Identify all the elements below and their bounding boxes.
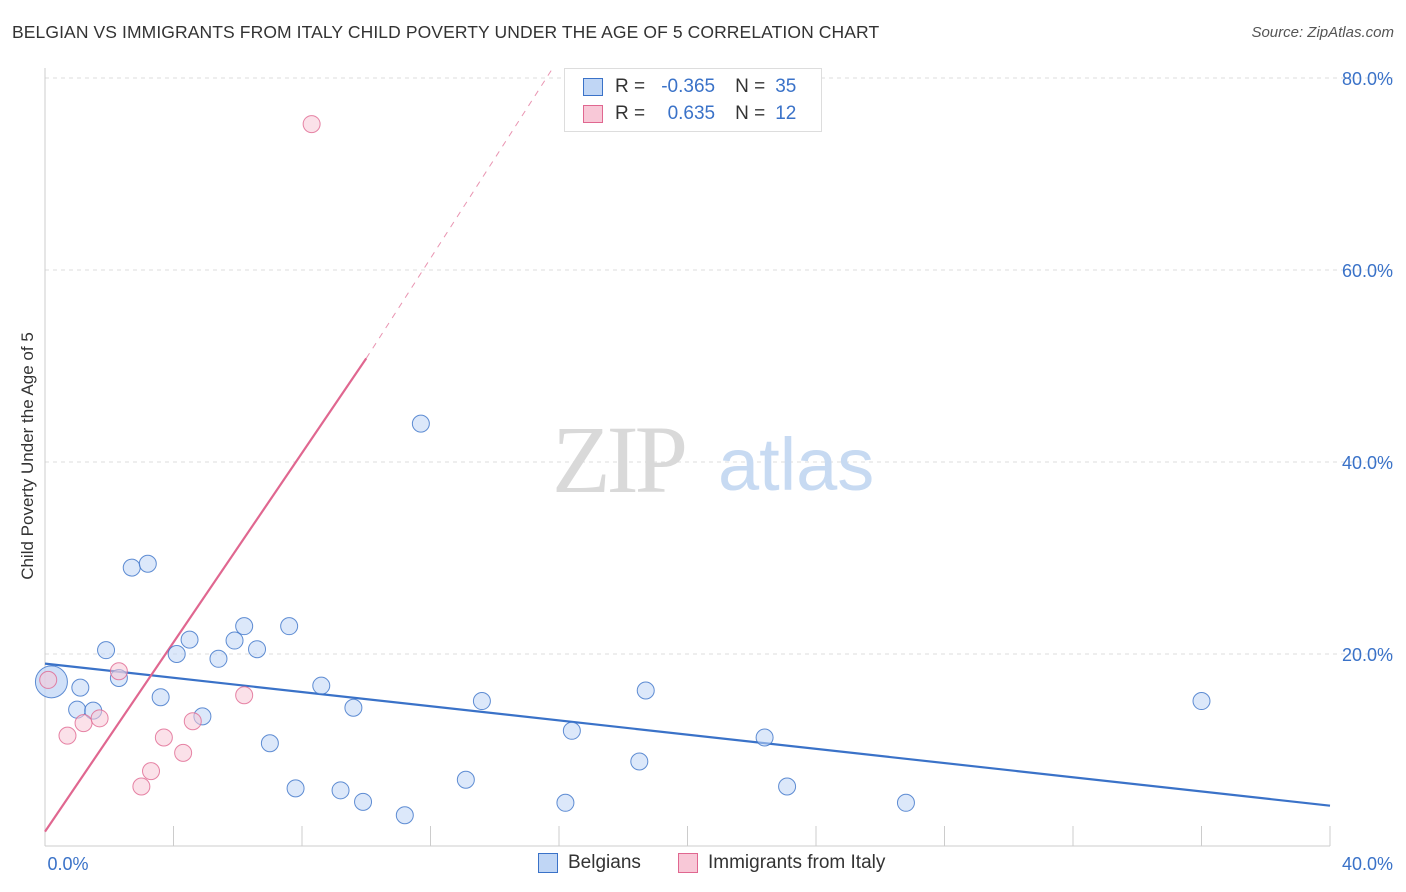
legend-row-belgians: R = -0.365 N = 35: [583, 76, 796, 98]
italy-point: [132, 777, 151, 796]
legend-row-italy: R = 0.635 N = 12: [583, 103, 796, 125]
belgian-point: [225, 631, 244, 650]
trend-line-italy-extension: [365, 68, 553, 359]
belgian-point: [280, 617, 299, 636]
belgian-point: [354, 792, 373, 811]
watermark-zip: ZIP: [552, 406, 685, 513]
data-points: [34, 115, 1211, 825]
italy-point: [90, 709, 109, 728]
bottom-legend-label-italy: Immigrants from Italy: [708, 852, 886, 873]
belgian-point: [97, 641, 116, 660]
y-tick-label: 40.0%: [1342, 453, 1393, 473]
italy-point: [58, 726, 77, 745]
belgian-point: [778, 777, 797, 796]
y-tick-label: 80.0%: [1342, 69, 1393, 89]
belgian-point: [896, 793, 915, 812]
belgian-point: [122, 558, 141, 577]
belgian-point: [286, 779, 305, 798]
belgian-point: [344, 698, 363, 717]
axes: [44, 68, 1331, 847]
belgian-point: [1192, 692, 1211, 711]
belgian-point: [331, 781, 350, 800]
belgian-point: [472, 692, 491, 711]
belgian-point: [562, 721, 581, 740]
watermark-atlas: atlas: [718, 423, 874, 506]
belgian-point: [248, 640, 267, 659]
grid-lines: [45, 77, 1395, 655]
belgian-point: [151, 688, 170, 707]
belgian-point: [71, 678, 90, 697]
belgian-point: [556, 793, 575, 812]
legend-n-value: 35: [775, 76, 797, 97]
italy-point: [183, 712, 202, 731]
belgian-point: [456, 770, 475, 789]
correlation-legend: R = -0.365 N = 35 R = 0.635 N = 12: [564, 68, 822, 132]
trend-lines: [44, 68, 1331, 833]
y-tick-label: 60.0%: [1342, 261, 1393, 281]
belgian-point: [138, 554, 157, 573]
belgian-point: [395, 806, 414, 825]
belgian-point: [411, 414, 430, 433]
bottom-legend-italy[interactable]: Immigrants from Italy: [678, 852, 885, 874]
source-label: Source: ZipAtlas.com: [1251, 24, 1394, 41]
tick-labels: 20.0% 40.0% 60.0% 80.0% 0.0% 40.0%: [47, 69, 1393, 874]
trend-line-belgians: [44, 662, 1331, 807]
belgian-point: [755, 728, 774, 747]
belgian-point: [312, 676, 331, 695]
legend-n-value: 12: [775, 103, 797, 124]
belgian-point: [630, 752, 649, 771]
legend-n-label: N =: [735, 76, 766, 97]
belgian-point: [209, 649, 228, 668]
italy-point: [142, 762, 161, 781]
bottom-legend-belgians[interactable]: Belgians: [538, 852, 641, 874]
legend-r-label: R =: [615, 103, 646, 124]
belgian-point: [235, 617, 254, 636]
italy-point: [174, 743, 193, 762]
legend-r-label: R =: [615, 76, 646, 97]
legend-swatch-belgians: [583, 78, 603, 96]
belgian-point: [636, 681, 655, 700]
belgian-point: [167, 645, 186, 663]
legend-n-label: N =: [735, 103, 766, 124]
trend-line-italy: [44, 357, 368, 833]
watermark: ZIP atlas: [552, 406, 874, 513]
italy-point: [302, 115, 321, 134]
x-tick-label: 0.0%: [47, 854, 88, 874]
chart-title: BELGIAN VS IMMIGRANTS FROM ITALY CHILD P…: [12, 22, 880, 42]
y-tick-label: 20.0%: [1342, 645, 1393, 665]
italy-point: [109, 662, 128, 681]
x-tick-label: 40.0%: [1342, 854, 1393, 874]
bottom-legend-swatch-italy: [678, 853, 698, 873]
italy-point: [235, 686, 254, 705]
italy-point: [154, 728, 173, 747]
legend-swatch-italy: [583, 105, 603, 123]
belgian-point: [180, 630, 199, 649]
italy-point: [39, 670, 58, 689]
belgian-point: [260, 734, 279, 753]
legend-r-value: -0.365: [661, 76, 716, 97]
bottom-legend-label-belgians: Belgians: [568, 852, 641, 873]
bottom-legend-swatch-belgians: [538, 853, 558, 873]
italy-point: [74, 714, 93, 733]
legend-r-value: 0.635: [667, 103, 716, 124]
